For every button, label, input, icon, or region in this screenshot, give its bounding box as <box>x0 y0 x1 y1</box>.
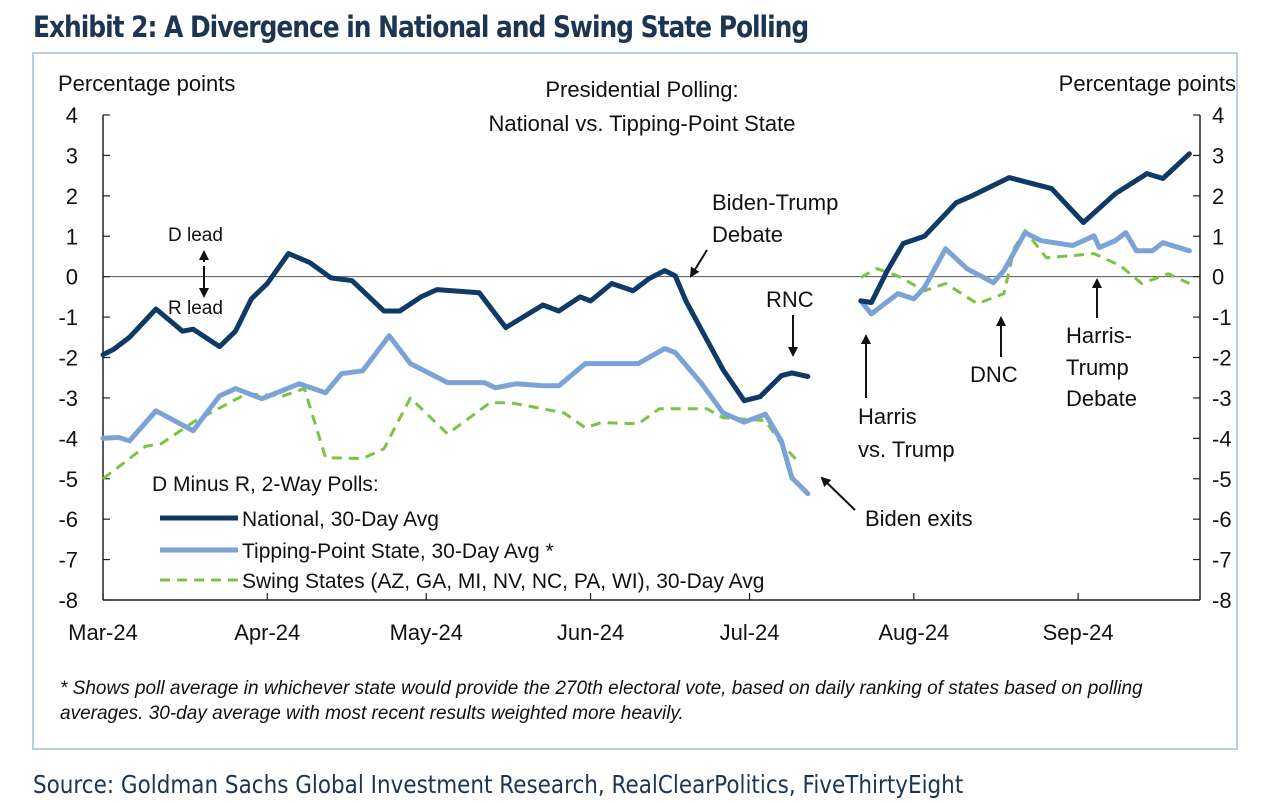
annotation-harris-vs-trump-2: vs. Trump <box>858 437 955 462</box>
y-tick-label-right: -2 <box>1212 346 1232 371</box>
y-tick-label-left: 0 <box>66 265 78 290</box>
axes: 4 4 3 3 2 2 1 1 0 0 -1 -1 -2 -2 -3 -3 -4 -4 -5 -5 -6 -6 -7 -7 -8… <box>58 103 1231 645</box>
y-tick-label-left: -3 <box>58 386 78 411</box>
tipping-point-line <box>858 230 1192 317</box>
series-lines <box>100 151 1192 497</box>
x-tick-label: Aug-24 <box>878 620 949 645</box>
annotation-biden-trump-debate-1: Biden-Trump <box>712 190 838 215</box>
y-tick-label-left: -8 <box>58 588 78 613</box>
source-note: Source: Goldman Sachs Global Investment … <box>33 770 964 799</box>
x-tick-label: Sep-24 <box>1043 620 1114 645</box>
y-tick-label-right: -6 <box>1212 507 1232 532</box>
y-tick-label-right: 0 <box>1212 265 1224 290</box>
y-tick-label-right: 4 <box>1212 103 1224 128</box>
x-tick-label: Mar-24 <box>68 620 138 645</box>
y-tick-label-right: -7 <box>1212 548 1232 573</box>
y-tick-label-left: 3 <box>66 143 78 168</box>
y-tick-label-right: -8 <box>1212 588 1232 613</box>
annotation-r-lead: R lead <box>168 298 223 319</box>
annotation-harris-trump-debate-2: Trump <box>1066 355 1129 380</box>
legend-label-tipping-point: Tipping-Point State, 30-Day Avg * <box>242 540 554 563</box>
legend-label-national: National, 30-Day Avg <box>242 508 439 531</box>
national-line <box>100 251 811 404</box>
y-tick-label-left: -5 <box>58 467 78 492</box>
y-tick-label-right: -1 <box>1212 305 1232 330</box>
annotation-harris-trump-debate-1: Harris- <box>1066 323 1132 348</box>
y-tick-label-right: -3 <box>1212 386 1232 411</box>
annotation-harris-trump-debate-3: Debate <box>1066 386 1137 411</box>
swing-states-line <box>860 229 1191 306</box>
annotation-dnc: DNC <box>970 362 1018 387</box>
x-tick-label: May-24 <box>390 620 463 645</box>
y-tick-label-right: -5 <box>1212 467 1232 492</box>
x-tick-label: Apr-24 <box>234 620 300 645</box>
y-tick-label-right: -4 <box>1212 426 1232 451</box>
annotation-harris-vs-trump-1: Harris <box>858 404 917 429</box>
annotation-biden-trump-debate-2: Debate <box>712 222 783 247</box>
legend-label-swing-states: Swing States (AZ, GA, MI, NV, NC, PA, WI… <box>242 570 764 593</box>
y-tick-label-left: 1 <box>66 224 78 249</box>
annotation-d-lead: D lead <box>168 225 223 246</box>
chart-title-line-2: National vs. Tipping-Point State <box>489 111 796 136</box>
y-tick-label-left: -6 <box>58 507 78 532</box>
swing-states-line <box>102 387 799 480</box>
biden-exits-arrow-icon <box>820 476 856 511</box>
chart-title-line-1: Presidential Polling: <box>545 77 738 102</box>
y-tick-label-left: -1 <box>58 305 78 330</box>
legend-title: D Minus R, 2-Way Polls: <box>152 473 379 496</box>
y-tick-label-right: 1 <box>1212 224 1224 249</box>
y-tick-label-left: 4 <box>66 103 78 128</box>
y-tick-label-left: -4 <box>58 426 78 451</box>
y-tick-label-left: -7 <box>58 548 78 573</box>
y-tick-label-left: 2 <box>66 184 78 209</box>
y-axis-label-right: Percentage points <box>1059 71 1236 96</box>
debate-arrow-icon <box>689 249 708 278</box>
chart-frame <box>32 52 1238 750</box>
y-tick-label-right: 3 <box>1212 143 1224 168</box>
footnote: * Shows poll average in whichever state … <box>60 678 1143 724</box>
x-tick-label: Jul-24 <box>720 620 780 645</box>
y-axis-label-left: Percentage points <box>58 71 235 96</box>
x-tick-label: Jun-24 <box>557 620 624 645</box>
y-tick-label-left: -2 <box>58 346 78 371</box>
annotation-rnc: RNC <box>766 287 814 312</box>
tipping-point-line <box>100 333 811 497</box>
legend: D Minus R, 2-Way Polls: National, 30-Day… <box>152 473 764 593</box>
annotation-biden-exits: Biden exits <box>865 506 973 531</box>
y-tick-label-right: 2 <box>1212 184 1224 209</box>
exhibit-title: Exhibit 2: A Divergence in National and … <box>33 10 809 44</box>
national-line <box>858 151 1192 305</box>
